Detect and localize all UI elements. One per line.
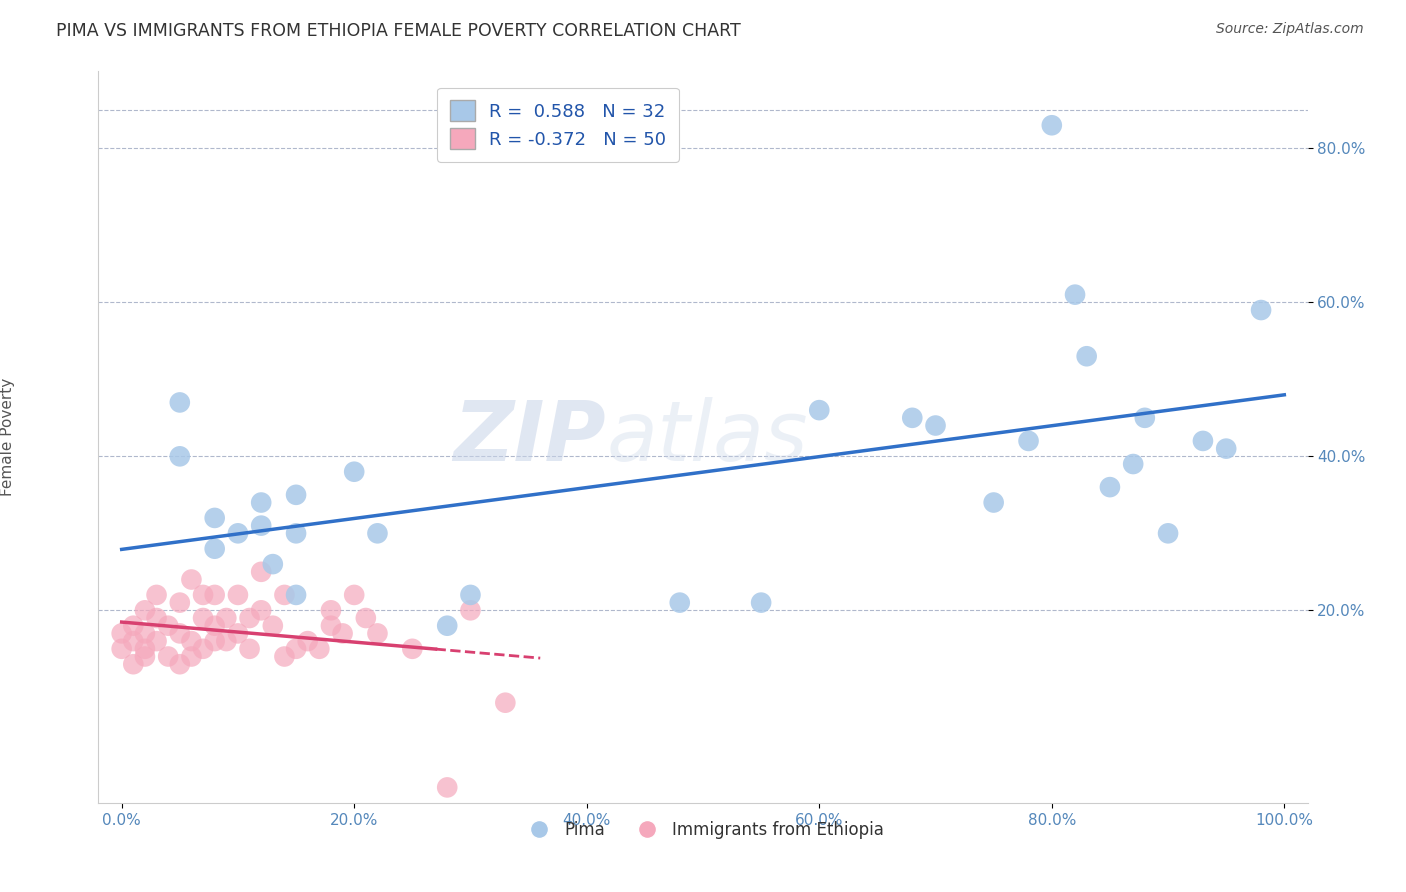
- Point: [226, 526, 249, 541]
- Point: [319, 603, 342, 617]
- Point: [273, 588, 295, 602]
- Point: [1064, 287, 1087, 301]
- Point: [145, 634, 167, 648]
- Point: [122, 618, 145, 632]
- Point: [191, 588, 214, 602]
- Point: [1040, 118, 1063, 132]
- Point: [239, 641, 262, 656]
- Point: [204, 588, 226, 602]
- Point: [157, 649, 180, 664]
- Point: [401, 641, 423, 656]
- Point: [924, 418, 946, 433]
- Point: [191, 611, 214, 625]
- Point: [285, 488, 308, 502]
- Point: [180, 573, 202, 587]
- Point: [285, 641, 308, 656]
- Point: [749, 596, 772, 610]
- Point: [319, 618, 342, 632]
- Point: [250, 495, 273, 509]
- Point: [1076, 349, 1098, 363]
- Point: [1122, 457, 1144, 471]
- Point: [366, 526, 388, 541]
- Point: [460, 588, 482, 602]
- Point: [169, 596, 191, 610]
- Y-axis label: Female Poverty: Female Poverty: [0, 378, 15, 496]
- Point: [262, 618, 284, 632]
- Point: [239, 611, 262, 625]
- Point: [250, 518, 273, 533]
- Point: [226, 626, 249, 640]
- Point: [668, 596, 690, 610]
- Point: [134, 603, 156, 617]
- Point: [808, 403, 831, 417]
- Point: [1250, 303, 1272, 318]
- Point: [226, 588, 249, 602]
- Point: [273, 649, 295, 664]
- Point: [111, 641, 134, 656]
- Point: [297, 634, 319, 648]
- Point: [343, 588, 366, 602]
- Point: [204, 541, 226, 556]
- Point: [436, 618, 458, 632]
- Point: [134, 649, 156, 664]
- Point: [250, 603, 273, 617]
- Point: [169, 450, 191, 464]
- Point: [250, 565, 273, 579]
- Point: [285, 588, 308, 602]
- Legend: Pima, Immigrants from Ethiopia: Pima, Immigrants from Ethiopia: [516, 814, 890, 846]
- Point: [343, 465, 366, 479]
- Point: [204, 634, 226, 648]
- Text: atlas: atlas: [606, 397, 808, 477]
- Point: [215, 611, 238, 625]
- Point: [983, 495, 1005, 509]
- Point: [285, 526, 308, 541]
- Point: [169, 626, 191, 640]
- Point: [366, 626, 388, 640]
- Point: [1133, 410, 1156, 425]
- Point: [145, 611, 167, 625]
- Point: [204, 618, 226, 632]
- Point: [169, 657, 191, 672]
- Point: [354, 611, 377, 625]
- Point: [191, 641, 214, 656]
- Point: [215, 634, 238, 648]
- Point: [122, 634, 145, 648]
- Text: PIMA VS IMMIGRANTS FROM ETHIOPIA FEMALE POVERTY CORRELATION CHART: PIMA VS IMMIGRANTS FROM ETHIOPIA FEMALE …: [56, 22, 741, 40]
- Point: [1157, 526, 1180, 541]
- Point: [134, 626, 156, 640]
- Text: Source: ZipAtlas.com: Source: ZipAtlas.com: [1216, 22, 1364, 37]
- Point: [1018, 434, 1040, 448]
- Point: [180, 634, 202, 648]
- Point: [460, 603, 482, 617]
- Point: [145, 588, 167, 602]
- Point: [111, 626, 134, 640]
- Point: [308, 641, 330, 656]
- Point: [332, 626, 354, 640]
- Point: [169, 395, 191, 409]
- Text: ZIP: ZIP: [454, 397, 606, 477]
- Point: [134, 641, 156, 656]
- Point: [204, 511, 226, 525]
- Point: [122, 657, 145, 672]
- Point: [262, 557, 284, 571]
- Point: [494, 696, 516, 710]
- Point: [901, 410, 924, 425]
- Point: [1192, 434, 1215, 448]
- Point: [157, 618, 180, 632]
- Point: [1215, 442, 1237, 456]
- Point: [1098, 480, 1121, 494]
- Point: [180, 649, 202, 664]
- Point: [436, 780, 458, 795]
